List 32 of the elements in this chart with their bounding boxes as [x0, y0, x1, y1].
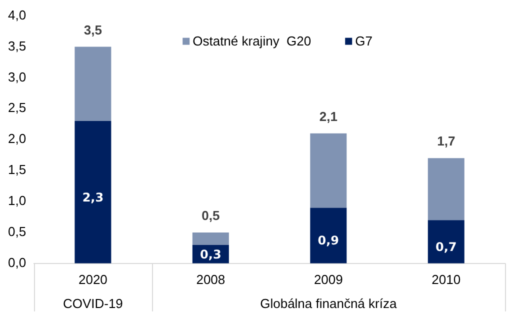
data-label: 2,3 [82, 190, 104, 204]
y-tick-label: 3,5 [8, 38, 26, 54]
bar [428, 220, 464, 264]
y-tick-label: 0,5 [8, 224, 26, 240]
text: Globálna finančná kríza [260, 296, 398, 311]
y-tick-label: 2,5 [8, 100, 26, 116]
x-tick-label: 2008 [196, 272, 226, 287]
y-tick-label: 4,0 [8, 7, 26, 22]
bar [428, 158, 464, 220]
legend-label: Ostatné krajiny G20 [192, 33, 312, 48]
x-tick-label: 2009 [314, 272, 343, 287]
bar [74, 121, 112, 264]
bar [192, 232, 229, 245]
y-tick-label: 1,0 [8, 193, 26, 208]
y-tick-label: 2,0 [8, 131, 26, 146]
bar [310, 133, 347, 208]
data-label: 0,7 [436, 240, 457, 254]
data-label: 0,9 [318, 234, 340, 248]
bar [310, 208, 347, 264]
bar [74, 46, 112, 122]
text: COVID-19 [62, 296, 123, 311]
y-tick-label: 1,5 [8, 162, 26, 178]
x-tick-label: 2020 [78, 272, 108, 287]
x-tick-label: 2010 [432, 272, 461, 287]
total-label: 0,5 [202, 208, 220, 224]
total-label: 3,5 [84, 22, 102, 38]
legend-label: G7 [355, 33, 372, 48]
data-label: 0,3 [200, 248, 222, 262]
y-tick-label: 3,0 [8, 69, 26, 84]
total-label: 2,1 [319, 108, 338, 124]
total-label: 1,7 [437, 134, 456, 149]
y-tick-label: 0,0 [8, 254, 26, 270]
